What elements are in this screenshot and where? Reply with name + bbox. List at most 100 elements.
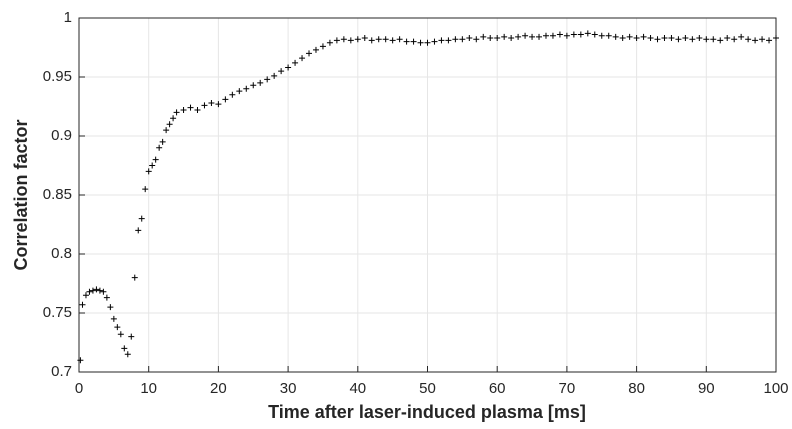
data-point bbox=[563, 32, 570, 39]
data-point bbox=[236, 88, 243, 95]
data-point bbox=[668, 35, 675, 42]
data-point bbox=[752, 37, 759, 44]
data-point bbox=[187, 104, 194, 111]
x-tick-label: 0 bbox=[75, 380, 83, 397]
data-point bbox=[128, 333, 135, 340]
data-point bbox=[577, 31, 584, 38]
y-tick-label: 0.95 bbox=[43, 68, 72, 85]
x-tick-label: 10 bbox=[140, 380, 157, 397]
data-point bbox=[703, 36, 710, 43]
data-point bbox=[417, 39, 424, 46]
data-point bbox=[166, 121, 173, 128]
data-point bbox=[710, 36, 717, 43]
data-point bbox=[529, 33, 536, 40]
data-point bbox=[271, 72, 278, 79]
data-point bbox=[319, 43, 326, 50]
data-point bbox=[738, 33, 745, 40]
data-point bbox=[759, 36, 766, 43]
data-point bbox=[110, 315, 117, 322]
data-point bbox=[285, 64, 292, 71]
data-point bbox=[292, 59, 299, 66]
data-point bbox=[326, 39, 333, 46]
data-point bbox=[640, 33, 647, 40]
data-point bbox=[312, 46, 319, 53]
data-point bbox=[138, 215, 145, 222]
data-point bbox=[368, 37, 375, 44]
data-point bbox=[361, 35, 368, 42]
data-point bbox=[79, 301, 86, 308]
x-tick-label: 80 bbox=[628, 380, 645, 397]
data-point bbox=[494, 35, 501, 42]
x-tick-label: 70 bbox=[559, 380, 576, 397]
data-point bbox=[89, 287, 96, 294]
x-tick-label: 30 bbox=[280, 380, 297, 397]
data-point bbox=[354, 36, 361, 43]
data-point bbox=[208, 99, 215, 106]
data-point bbox=[201, 102, 208, 109]
data-point bbox=[114, 324, 121, 331]
data-point bbox=[107, 304, 114, 311]
data-point bbox=[647, 35, 654, 42]
data-point bbox=[480, 33, 487, 40]
data-point bbox=[156, 144, 163, 151]
data-point bbox=[382, 36, 389, 43]
data-point bbox=[696, 35, 703, 42]
data-point bbox=[264, 76, 271, 83]
data-point bbox=[142, 186, 149, 193]
y-tick-label: 0.7 bbox=[51, 363, 72, 380]
data-point bbox=[121, 345, 128, 352]
x-axis-label: Time after laser-induced plasma [ms] bbox=[268, 402, 586, 422]
y-tick-label: 0.8 bbox=[51, 245, 72, 262]
data-point bbox=[86, 288, 93, 295]
data-point bbox=[654, 36, 661, 43]
data-point bbox=[410, 38, 417, 45]
data-point bbox=[466, 35, 473, 42]
data-point bbox=[250, 82, 257, 89]
data-point bbox=[243, 85, 250, 92]
x-tick-label: 90 bbox=[698, 380, 715, 397]
axes-box bbox=[78, 17, 777, 373]
data-point bbox=[445, 37, 452, 44]
y-axis-label: Correlation factor bbox=[11, 119, 31, 270]
data-point bbox=[96, 287, 103, 294]
y-tick-label: 0.9 bbox=[51, 127, 72, 144]
data-point bbox=[556, 31, 563, 38]
data-point bbox=[229, 91, 236, 98]
data-point bbox=[598, 32, 605, 39]
data-point bbox=[77, 357, 84, 364]
data-point bbox=[473, 36, 480, 43]
y-tick-label: 0.85 bbox=[43, 186, 72, 203]
data-point bbox=[222, 96, 229, 103]
data-point bbox=[536, 33, 543, 40]
data-point bbox=[689, 36, 696, 43]
data-point bbox=[584, 30, 591, 37]
data-point bbox=[375, 36, 382, 43]
data-point bbox=[333, 37, 340, 44]
data-point bbox=[431, 38, 438, 45]
data-point bbox=[731, 36, 738, 43]
data-point bbox=[452, 36, 459, 43]
x-tick-label: 50 bbox=[419, 380, 436, 397]
data-point bbox=[487, 35, 494, 42]
data-point bbox=[508, 35, 515, 42]
data-point bbox=[396, 36, 403, 43]
x-tick-label: 60 bbox=[489, 380, 506, 397]
data-point bbox=[724, 35, 731, 42]
data-point bbox=[152, 156, 159, 163]
data-point bbox=[675, 36, 682, 43]
data-point bbox=[257, 79, 264, 86]
data-point bbox=[347, 37, 354, 44]
x-tick-label: 40 bbox=[349, 380, 366, 397]
data-point bbox=[626, 33, 633, 40]
data-point bbox=[117, 331, 124, 338]
data-point bbox=[661, 35, 668, 42]
data-point bbox=[131, 274, 138, 281]
data-point bbox=[215, 101, 222, 108]
data-point bbox=[773, 35, 779, 42]
data-point bbox=[766, 37, 773, 44]
x-tick-label: 20 bbox=[210, 380, 227, 397]
data-point bbox=[542, 32, 549, 39]
x-tick-label: 100 bbox=[763, 380, 788, 397]
data-point bbox=[605, 32, 612, 39]
